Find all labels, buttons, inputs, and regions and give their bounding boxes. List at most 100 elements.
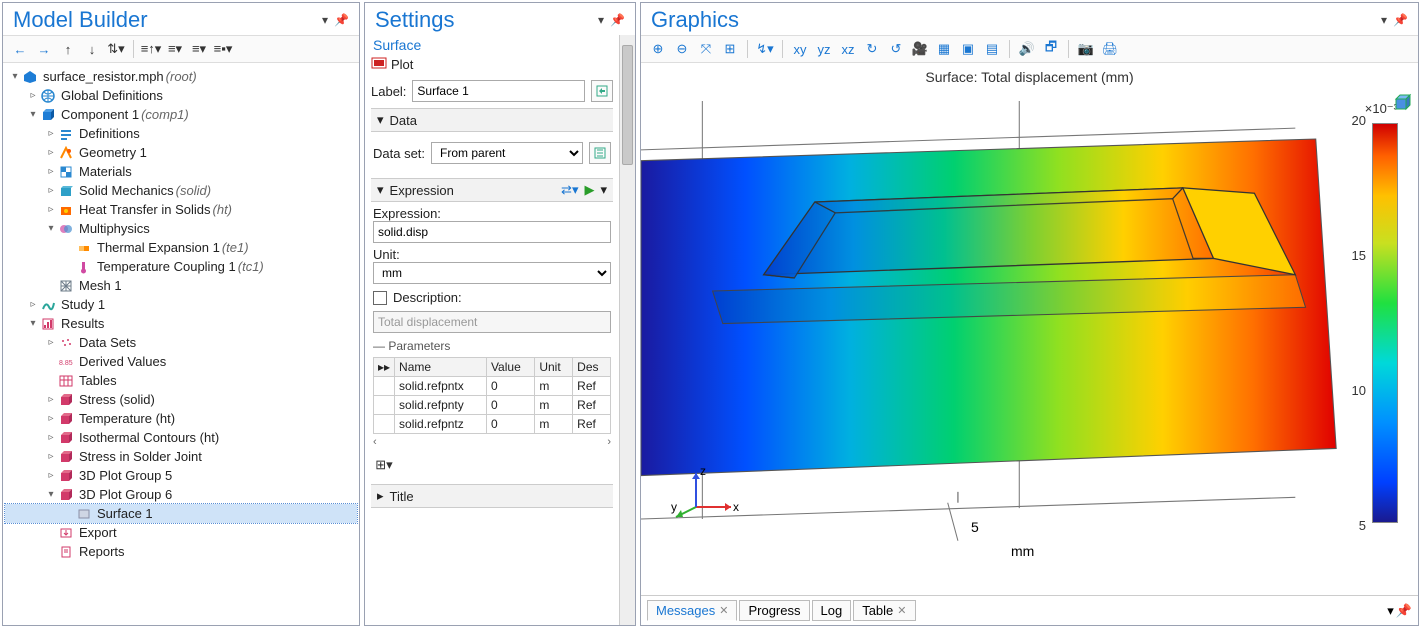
expression-header[interactable]: ▾ Expression ⇄▾ ▶ ▾ — [371, 178, 613, 202]
tree-node[interactable]: Surface 1 — [5, 504, 357, 523]
pin-icon[interactable]: 📌 — [610, 13, 625, 27]
tree-node[interactable]: ▹Definitions — [5, 124, 357, 143]
expand-icon[interactable]: ▹ — [45, 204, 57, 215]
tree-node[interactable]: ▾Results — [5, 314, 357, 333]
pin-icon[interactable]: 📌 — [334, 13, 349, 27]
toolbar-button[interactable]: → — [33, 38, 55, 60]
expand-icon[interactable]: ▹ — [45, 413, 57, 424]
tree-node[interactable]: Mesh 1 — [5, 276, 357, 295]
expand-icon[interactable]: ▹ — [45, 185, 57, 196]
tree-node[interactable]: ▹Data Sets — [5, 333, 357, 352]
table-row[interactable]: solid.refpnty0mRef — [374, 396, 611, 415]
tree-node[interactable]: ▹Study 1 — [5, 295, 357, 314]
toolbar-button[interactable]: ↓ — [81, 38, 103, 60]
table-row[interactable]: solid.refpntx0mRef — [374, 377, 611, 396]
tree-node[interactable]: ▾Multiphysics — [5, 219, 357, 238]
table-cell[interactable]: Ref — [573, 396, 611, 415]
label-goto-button[interactable] — [591, 80, 613, 102]
expand-icon[interactable]: ▾ — [45, 223, 57, 234]
plot-button[interactable]: Plot — [371, 55, 613, 74]
insert-expr-icon[interactable]: ▶ — [584, 182, 594, 198]
toolbar-button[interactable]: yz — [813, 38, 835, 60]
tree-node[interactable]: ▹Geometry 1 — [5, 143, 357, 162]
expand-icon[interactable]: ▹ — [45, 451, 57, 462]
table-cell[interactable]: Ref — [573, 415, 611, 434]
table-cell[interactable]: 0 — [486, 377, 534, 396]
dataset-goto-button[interactable] — [589, 142, 611, 164]
view-cube-icon[interactable] — [1394, 93, 1412, 116]
toolbar-button[interactable]: ▣ — [957, 38, 979, 60]
menu-icon[interactable]: ▾ — [598, 13, 604, 27]
unit-select[interactable]: mm — [373, 262, 611, 284]
tree-node[interactable]: Temperature Coupling 1 (tc1) — [5, 257, 357, 276]
toolbar-button[interactable]: ⊕ — [647, 38, 669, 60]
tree-node[interactable]: ▹Solid Mechanics (solid) — [5, 181, 357, 200]
table-header[interactable]: Unit — [535, 358, 573, 377]
toolbar-button[interactable]: 🖨 — [1099, 38, 1121, 60]
toolbar-button[interactable]: ↑ — [57, 38, 79, 60]
expand-icon[interactable]: ▹ — [45, 147, 57, 158]
toolbar-button[interactable]: 🔊 — [1016, 38, 1038, 60]
toolbar-button[interactable]: 🗗 — [1040, 38, 1062, 60]
toolbar-button[interactable]: ⤧ — [695, 38, 717, 60]
expand-icon[interactable]: ▹ — [45, 337, 57, 348]
table-cell[interactable]: Ref — [573, 377, 611, 396]
tabs-pin-icon[interactable]: 📌 — [1396, 603, 1412, 619]
model-tree[interactable]: ▾surface_resistor.mph (root)▹Global Defi… — [3, 63, 359, 625]
tree-node[interactable]: Thermal Expansion 1 (te1) — [5, 238, 357, 257]
close-icon[interactable]: ✕ — [897, 604, 906, 617]
toolbar-button[interactable]: ↻ — [861, 38, 883, 60]
expand-icon[interactable]: ▾ — [27, 109, 39, 120]
toolbar-button[interactable]: ≡▪▾ — [212, 38, 234, 60]
toolbar-button[interactable]: xz — [837, 38, 859, 60]
tree-node[interactable]: ▹Materials — [5, 162, 357, 181]
toolbar-button[interactable]: ↺ — [885, 38, 907, 60]
menu-icon[interactable]: ▾ — [1381, 13, 1387, 27]
expression-input[interactable] — [373, 221, 611, 243]
tab-messages[interactable]: Messages✕ — [647, 600, 737, 621]
title-header[interactable]: ▸ Title — [371, 484, 613, 508]
expr-menu-icon[interactable]: ▾ — [600, 182, 607, 198]
toolbar-button[interactable]: 🎥 — [909, 38, 931, 60]
menu-icon[interactable]: ▾ — [322, 13, 328, 27]
tree-node[interactable]: ▹Stress in Solder Joint — [5, 447, 357, 466]
table-cell[interactable]: 0 — [486, 396, 534, 415]
tree-node[interactable]: ▹Stress (solid) — [5, 390, 357, 409]
tree-node[interactable]: 8.85Derived Values — [5, 352, 357, 371]
scroll-left-icon[interactable]: ‹ — [373, 436, 377, 448]
tree-node[interactable]: ▹Isothermal Contours (ht) — [5, 428, 357, 447]
toolbar-button[interactable]: ≡▾ — [188, 38, 210, 60]
expand-icon[interactable]: ▾ — [27, 318, 39, 329]
expand-icon[interactable]: ▹ — [45, 432, 57, 443]
toolbar-button[interactable]: ← — [9, 38, 31, 60]
table-cell[interactable]: solid.refpnty — [395, 396, 487, 415]
toolbar-button[interactable]: xy — [789, 38, 811, 60]
tree-node[interactable]: Export — [5, 523, 357, 542]
tree-node[interactable]: Reports — [5, 542, 357, 561]
table-row[interactable]: solid.refpntz0mRef — [374, 415, 611, 434]
dataset-select[interactable]: From parent — [431, 142, 583, 164]
table-header[interactable]: Value — [486, 358, 534, 377]
toolbar-button[interactable]: 📷 — [1075, 38, 1097, 60]
toolbar-button[interactable]: ⊖ — [671, 38, 693, 60]
table-cell[interactable]: solid.refpntz — [395, 415, 487, 434]
table-header[interactable]: Name — [395, 358, 487, 377]
table-cell[interactable]: 0 — [486, 415, 534, 434]
parameters-table[interactable]: ▸▸NameValueUnitDessolid.refpntx0mRefsoli… — [373, 357, 611, 434]
table-cell[interactable]: m — [535, 396, 573, 415]
toolbar-button[interactable]: ↯▾ — [754, 38, 776, 60]
tab-log[interactable]: Log — [812, 600, 852, 621]
tree-node[interactable]: ▹Temperature (ht) — [5, 409, 357, 428]
expand-icon[interactable]: ▾ — [9, 71, 21, 82]
expand-icon[interactable]: ▹ — [27, 299, 39, 310]
toolbar-button[interactable]: ≡↑▾ — [140, 38, 162, 60]
tabs-menu-icon[interactable]: ▾ — [1387, 603, 1394, 619]
table-cell[interactable]: m — [535, 377, 573, 396]
tree-node[interactable]: ▹Heat Transfer in Solids (ht) — [5, 200, 357, 219]
tree-node[interactable]: Tables — [5, 371, 357, 390]
label-input[interactable] — [412, 80, 585, 102]
data-header[interactable]: ▾ Data — [371, 108, 613, 132]
tree-node[interactable]: ▹3D Plot Group 5 — [5, 466, 357, 485]
table-cell[interactable]: m — [535, 415, 573, 434]
close-icon[interactable]: ✕ — [719, 604, 728, 617]
